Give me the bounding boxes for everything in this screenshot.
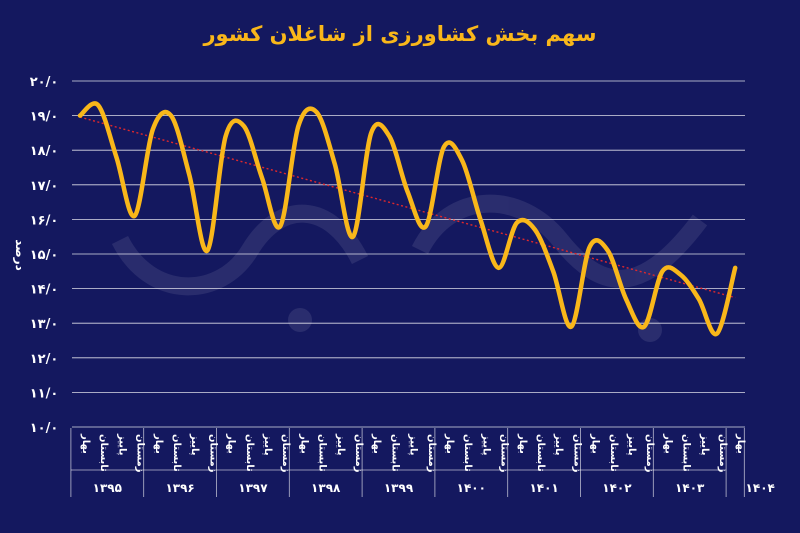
x-season-label: تابستان [681,434,692,472]
x-season-label: پاییز [408,433,419,456]
x-season-label: تابستان [98,434,109,472]
trend-line [79,116,736,299]
x-season-label: بهار [371,433,382,454]
series-line-path [77,101,738,337]
y-tick-label: ۱۰/۰ [30,421,59,436]
x-season-label: بهار [298,433,309,454]
x-season-label: بهار [735,433,746,454]
series-line [77,101,738,337]
x-season-label: پاییز [480,433,491,456]
x-season-label: زمستان [644,434,655,473]
y-tick-label: ۱۶/۰ [30,213,59,228]
x-season-label: بهار [590,433,601,454]
x-year-label: ۱۴۰۰ [457,481,486,495]
x-season-label: بهار [226,433,237,454]
x-year-label: ۱۳۹۷ [238,481,268,495]
x-year-label: ۱۳۹۶ [165,481,194,495]
grid-lines [72,80,745,428]
y-tick-label: ۱۲/۰ [30,352,59,367]
x-year-label: ۱۳۹۹ [384,481,414,495]
x-year-label: ۱۴۰۳ [675,481,705,495]
x-season-label: پاییز [262,433,273,456]
y-tick-label: ۱۹/۰ [30,110,59,125]
x-season-label: تابستان [389,434,400,472]
x-season-label: پاییز [189,433,200,456]
x-axis: بهار تابستان پاییز زمستان بهار تابستان پاییز زم… [70,428,775,497]
x-season-label: زمستان [717,434,728,473]
y-tick-label: ۱۴/۰ [30,283,59,298]
x-season-label: تابستان [171,434,182,472]
x-season-label: زمستان [571,434,582,473]
x-season-label: زمستان [353,434,364,473]
x-season-label: تابستان [608,434,619,472]
x-season-label: بهار [517,433,528,454]
x-season-label: پاییز [335,433,346,456]
x-season-label: پاییز [699,433,710,456]
x-season-label: تابستان [317,434,328,472]
x-year-label: ۱۴۰۴ [746,481,775,495]
x-year-label: ۱۳۹۵ [93,481,122,495]
y-tick-label: ۱۱/۰ [30,386,59,401]
x-year-label: ۱۴۰۲ [602,481,632,495]
y-tick-label: ۲۰/۰ [30,75,59,90]
y-axis-ticks: ۱۰/۰ ۱۱/۰ ۱۲/۰ ۱۳/۰ ۱۴/۰ ۱۵/۰ ۱۶/۰ ۱۷/۰ ۱۸/۰ ۱۹/۰… [30,75,59,436]
x-season-label: تابستان [244,434,255,472]
x-season-label: پاییز [626,433,637,456]
x-year-label: ۱۳۹۸ [311,481,341,495]
x-season-label: تابستان [535,434,546,472]
x-season-label: زمستان [280,434,291,473]
x-season-label: زمستان [426,434,437,473]
x-season-label: زمستان [135,434,146,473]
x-season-label: تابستان [462,434,473,472]
x-season-label: پاییز [553,433,564,456]
y-tick-label: ۱۷/۰ [30,179,59,194]
x-year-label: ۱۴۰۱ [529,481,558,495]
y-axis-label: درصد [13,239,27,271]
x-season-label: زمستان [499,434,510,473]
trend-line-path [79,116,736,299]
x-season-label: بهار [662,433,673,454]
y-tick-label: ۱۸/۰ [30,144,59,159]
x-season-label: بهار [80,433,91,454]
watermark-logo [111,194,708,342]
x-season-label: زمستان [207,434,218,473]
y-tick-label: ۱۵/۰ [30,248,59,263]
chart-title: سهم بخش کشاورزی از شاغلان کشور [203,22,597,46]
x-season-label: پاییز [116,433,127,456]
x-season-label: بهار [444,433,455,454]
y-tick-label: ۱۳/۰ [30,317,59,332]
x-season-label: بهار [153,433,164,454]
